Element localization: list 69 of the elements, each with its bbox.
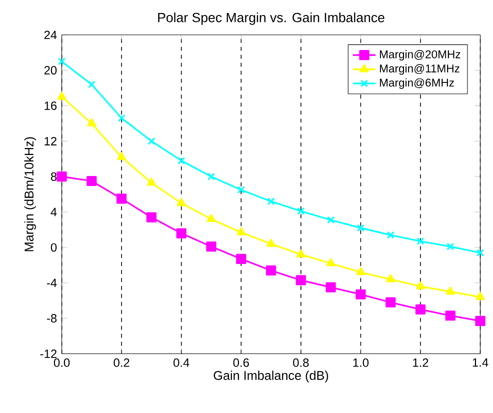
point: [176, 198, 186, 206]
point: [88, 80, 96, 89]
point: [206, 214, 216, 222]
point: [326, 258, 336, 267]
y-tick-label: -8: [47, 314, 57, 323]
x-tick-label: 0.8: [293, 358, 309, 368]
point: [176, 228, 186, 239]
point: [415, 304, 426, 315]
x-tick-label: 0.0: [54, 358, 70, 368]
point: [87, 118, 96, 127]
point: [416, 238, 424, 246]
point: [446, 242, 454, 251]
point: [475, 316, 486, 326]
point: [296, 250, 306, 258]
y-tick-label: 8: [50, 172, 57, 182]
point: [356, 267, 366, 276]
y-axis-title: Margin (dBm/10kHz): [24, 137, 36, 252]
y-tick-label: 4: [50, 208, 57, 216]
x-tick-label: 0.2: [114, 358, 130, 368]
legend-label: Margin@6MHz: [380, 78, 454, 90]
x-tick-label: 1.4: [472, 358, 488, 367]
point: [57, 92, 66, 100]
point: [236, 228, 246, 236]
point: [327, 216, 335, 224]
point: [207, 173, 216, 181]
x-tick-label: 0.4: [173, 358, 190, 368]
point: [476, 249, 484, 257]
point: [266, 239, 276, 248]
point: [146, 212, 157, 223]
point: [206, 242, 216, 252]
point: [148, 138, 156, 146]
y-tick-label: 12: [44, 137, 56, 146]
point: [56, 172, 67, 182]
x-axis-title: Gain Imbalance (dB): [214, 370, 328, 383]
point: [356, 290, 366, 300]
x-tick-label: 0.6: [233, 358, 249, 368]
y-tick-label: -4: [47, 278, 57, 288]
point: [117, 152, 126, 160]
point: [416, 282, 425, 290]
point: [326, 282, 336, 293]
point: [146, 178, 156, 186]
point: [356, 224, 365, 232]
point: [236, 254, 246, 264]
point: [178, 157, 186, 165]
point: [58, 58, 66, 66]
point: [476, 292, 485, 300]
point: [237, 186, 245, 194]
legend-label: Margin@11MHz: [380, 64, 460, 75]
y-tick-label: 20: [44, 66, 57, 75]
point: [116, 194, 127, 204]
x-tick-label: 1.0: [353, 358, 369, 368]
point: [446, 286, 455, 295]
point: [445, 310, 456, 321]
legend-label: Margin@20MHz: [380, 50, 460, 61]
y-tick-label: 16: [44, 102, 57, 110]
y-tick-label: 24: [44, 30, 57, 40]
point: [118, 114, 126, 122]
point: [266, 266, 276, 276]
y-tick-label: 0: [50, 243, 57, 252]
point: [386, 298, 396, 308]
point: [296, 275, 306, 286]
y-tick-label: -12: [40, 350, 56, 358]
chart-title: Polar Spec Margin vs. Gain Imbalance: [158, 12, 384, 26]
point: [267, 198, 275, 206]
point: [86, 176, 97, 186]
x-tick-label: 1.2: [413, 358, 428, 368]
point: [297, 208, 305, 216]
point: [386, 274, 396, 282]
point: [386, 231, 394, 240]
